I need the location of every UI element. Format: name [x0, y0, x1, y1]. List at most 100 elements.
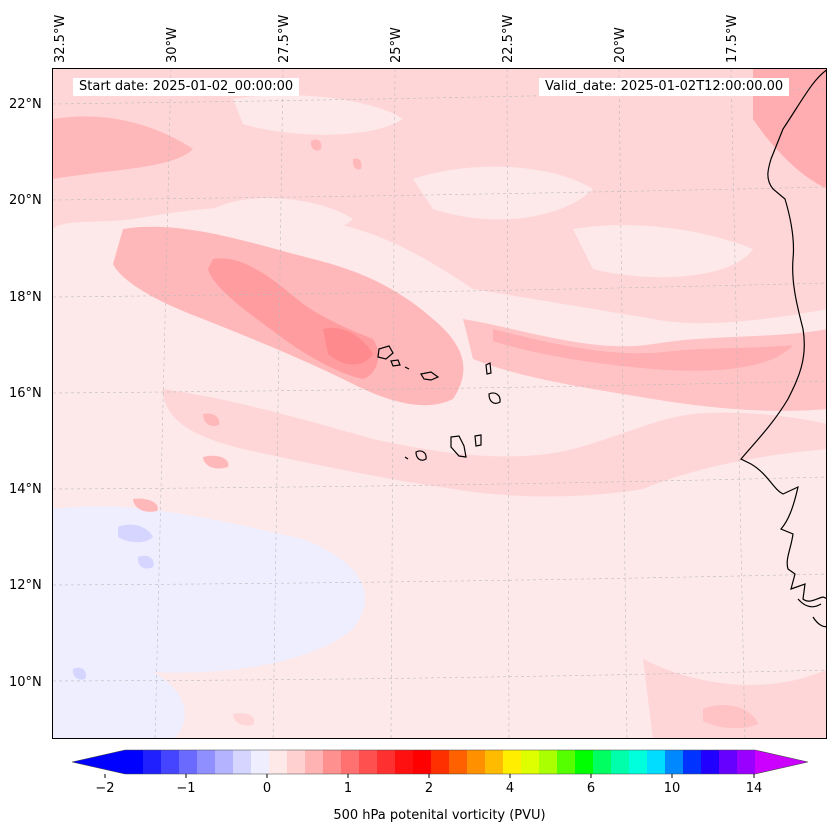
pv-field — [53, 69, 826, 738]
coastline-detail-1 — [797, 598, 826, 628]
pv-spot-1 — [310, 139, 322, 151]
colorbar-segment — [485, 750, 504, 774]
island-santa-luzia — [404, 366, 410, 370]
colorbar-segment — [161, 750, 180, 774]
lon-label-20w: 20°W — [613, 27, 628, 63]
colorbar-segment — [377, 750, 396, 774]
colorbar-segment — [125, 750, 144, 774]
lat-label-10n: 10°N — [9, 675, 42, 690]
colorbar-segment — [521, 750, 540, 774]
lon-label-27-5w: 27.5°W — [277, 14, 292, 63]
grid-lat-10n — [53, 669, 826, 682]
graticule — [53, 69, 826, 738]
pv-negative-region-sw — [53, 506, 365, 679]
colorbar-label: 500 hPa potenital vorticity (PVU) — [333, 808, 546, 823]
pv-light-patch-n3 — [573, 225, 753, 278]
colorbar-segment — [431, 750, 450, 774]
colorbar-segment — [233, 750, 252, 774]
colorbar-segment — [449, 750, 468, 774]
grid-lat-18n — [53, 282, 826, 298]
pv-negative-patch-2 — [137, 555, 154, 569]
map-panel[interactable]: Start date: 2025-01-02_00:00:00 Valid_da… — [52, 68, 827, 739]
colorbar — [71, 749, 809, 778]
colorbar-segment — [359, 750, 378, 774]
pv-spot-4 — [203, 455, 229, 469]
coastlines — [377, 69, 826, 628]
colorbar-segment — [683, 750, 702, 774]
grid-lat-14n — [53, 476, 826, 490]
pv-light-patch-n1 — [213, 198, 353, 239]
pv-spot-2 — [352, 158, 362, 170]
lat-label-20n: 20°N — [9, 193, 42, 208]
colorbar-segment — [611, 750, 630, 774]
colorbar-tick-1: 1 — [343, 781, 353, 796]
island-santiago — [450, 435, 467, 458]
pv-light-patch-n4 — [233, 95, 403, 135]
lon-label-32-5w: 32.5°W — [53, 14, 68, 63]
start-date-label: Start date: 2025-01-02_00:00:00 — [73, 78, 300, 96]
grid-lat-20n — [53, 186, 826, 201]
pv-spot-6 — [72, 667, 87, 680]
colorbar-outline — [71, 749, 809, 775]
grid-lon-22-5w — [506, 69, 510, 738]
colorbar-tick-2: 2 — [424, 781, 434, 796]
colorbar-segment — [251, 750, 270, 774]
island-sal — [485, 362, 492, 375]
lat-label-12n: 12°N — [9, 578, 42, 593]
colorbar-tick-14: 14 — [745, 781, 763, 796]
colorbar-segment — [305, 750, 324, 774]
colorbar-segment — [341, 750, 360, 774]
pv-streak-core-2 — [323, 327, 373, 365]
pv-light-patch-n2 — [413, 166, 593, 220]
colorbar-tick-0: 0 — [262, 781, 272, 796]
colorbar-segment — [413, 750, 432, 774]
pv-patch-se — [703, 704, 758, 729]
lon-label-25w: 25°W — [389, 27, 404, 63]
lon-label-30w: 30°W — [165, 27, 180, 63]
colorbar-segment — [287, 750, 306, 774]
colorbar-under-arrow — [72, 750, 125, 774]
colorbar-tick-4: 4 — [505, 781, 515, 796]
grid-lon-27-5w — [272, 69, 284, 738]
island-santo-antao — [377, 345, 394, 360]
pv-spot-5 — [133, 498, 158, 512]
colorbar-segment — [269, 750, 288, 774]
colorbar-tick-neg1: −1 — [176, 781, 196, 796]
colorbar-tick-marks — [104, 774, 755, 778]
colorbar-tick-neg2: −2 — [95, 781, 115, 796]
colorbar-segment — [575, 750, 594, 774]
colorbar-segment — [215, 750, 234, 774]
lon-label-17-5w: 17.5°W — [725, 14, 740, 63]
pv-spot-7 — [233, 713, 255, 726]
lon-label-22-5w: 22.5°W — [501, 14, 516, 63]
colorbar-segment — [647, 750, 666, 774]
colorbar-segment — [737, 750, 756, 774]
island-boa-vista — [488, 392, 501, 404]
lat-label-18n: 18°N — [9, 290, 42, 305]
island-brava — [404, 456, 409, 460]
grid-lon-30w — [154, 69, 172, 738]
island-sao-nicolau — [420, 371, 440, 381]
pv-band-central — [163, 389, 826, 497]
colorbar-segment — [629, 750, 648, 774]
pv-ne-corner — [753, 69, 826, 189]
colorbar-segment — [467, 750, 486, 774]
colorbar-segment — [143, 750, 162, 774]
lat-label-14n: 14°N — [9, 482, 42, 497]
grid-lon-17-5w — [730, 69, 746, 738]
colorbar-segment — [503, 750, 522, 774]
island-sao-vicente — [390, 359, 401, 367]
valid-date-label: Valid_date: 2025-01-02T12:00:00.00 — [539, 78, 790, 96]
pv-band-east-core — [493, 329, 793, 371]
colorbar-segment — [593, 750, 612, 774]
pv-negative-patch-1 — [118, 524, 153, 543]
colorbar-segment — [665, 750, 684, 774]
colorbar-segment — [395, 750, 414, 774]
colorbar-segment — [719, 750, 738, 774]
colorbar-segment — [557, 750, 576, 774]
colorbar-segment — [179, 750, 198, 774]
colorbar-segment — [323, 750, 342, 774]
africa-coastline — [740, 69, 826, 602]
island-maio — [474, 434, 482, 447]
lat-label-22n: 22°N — [9, 97, 42, 112]
